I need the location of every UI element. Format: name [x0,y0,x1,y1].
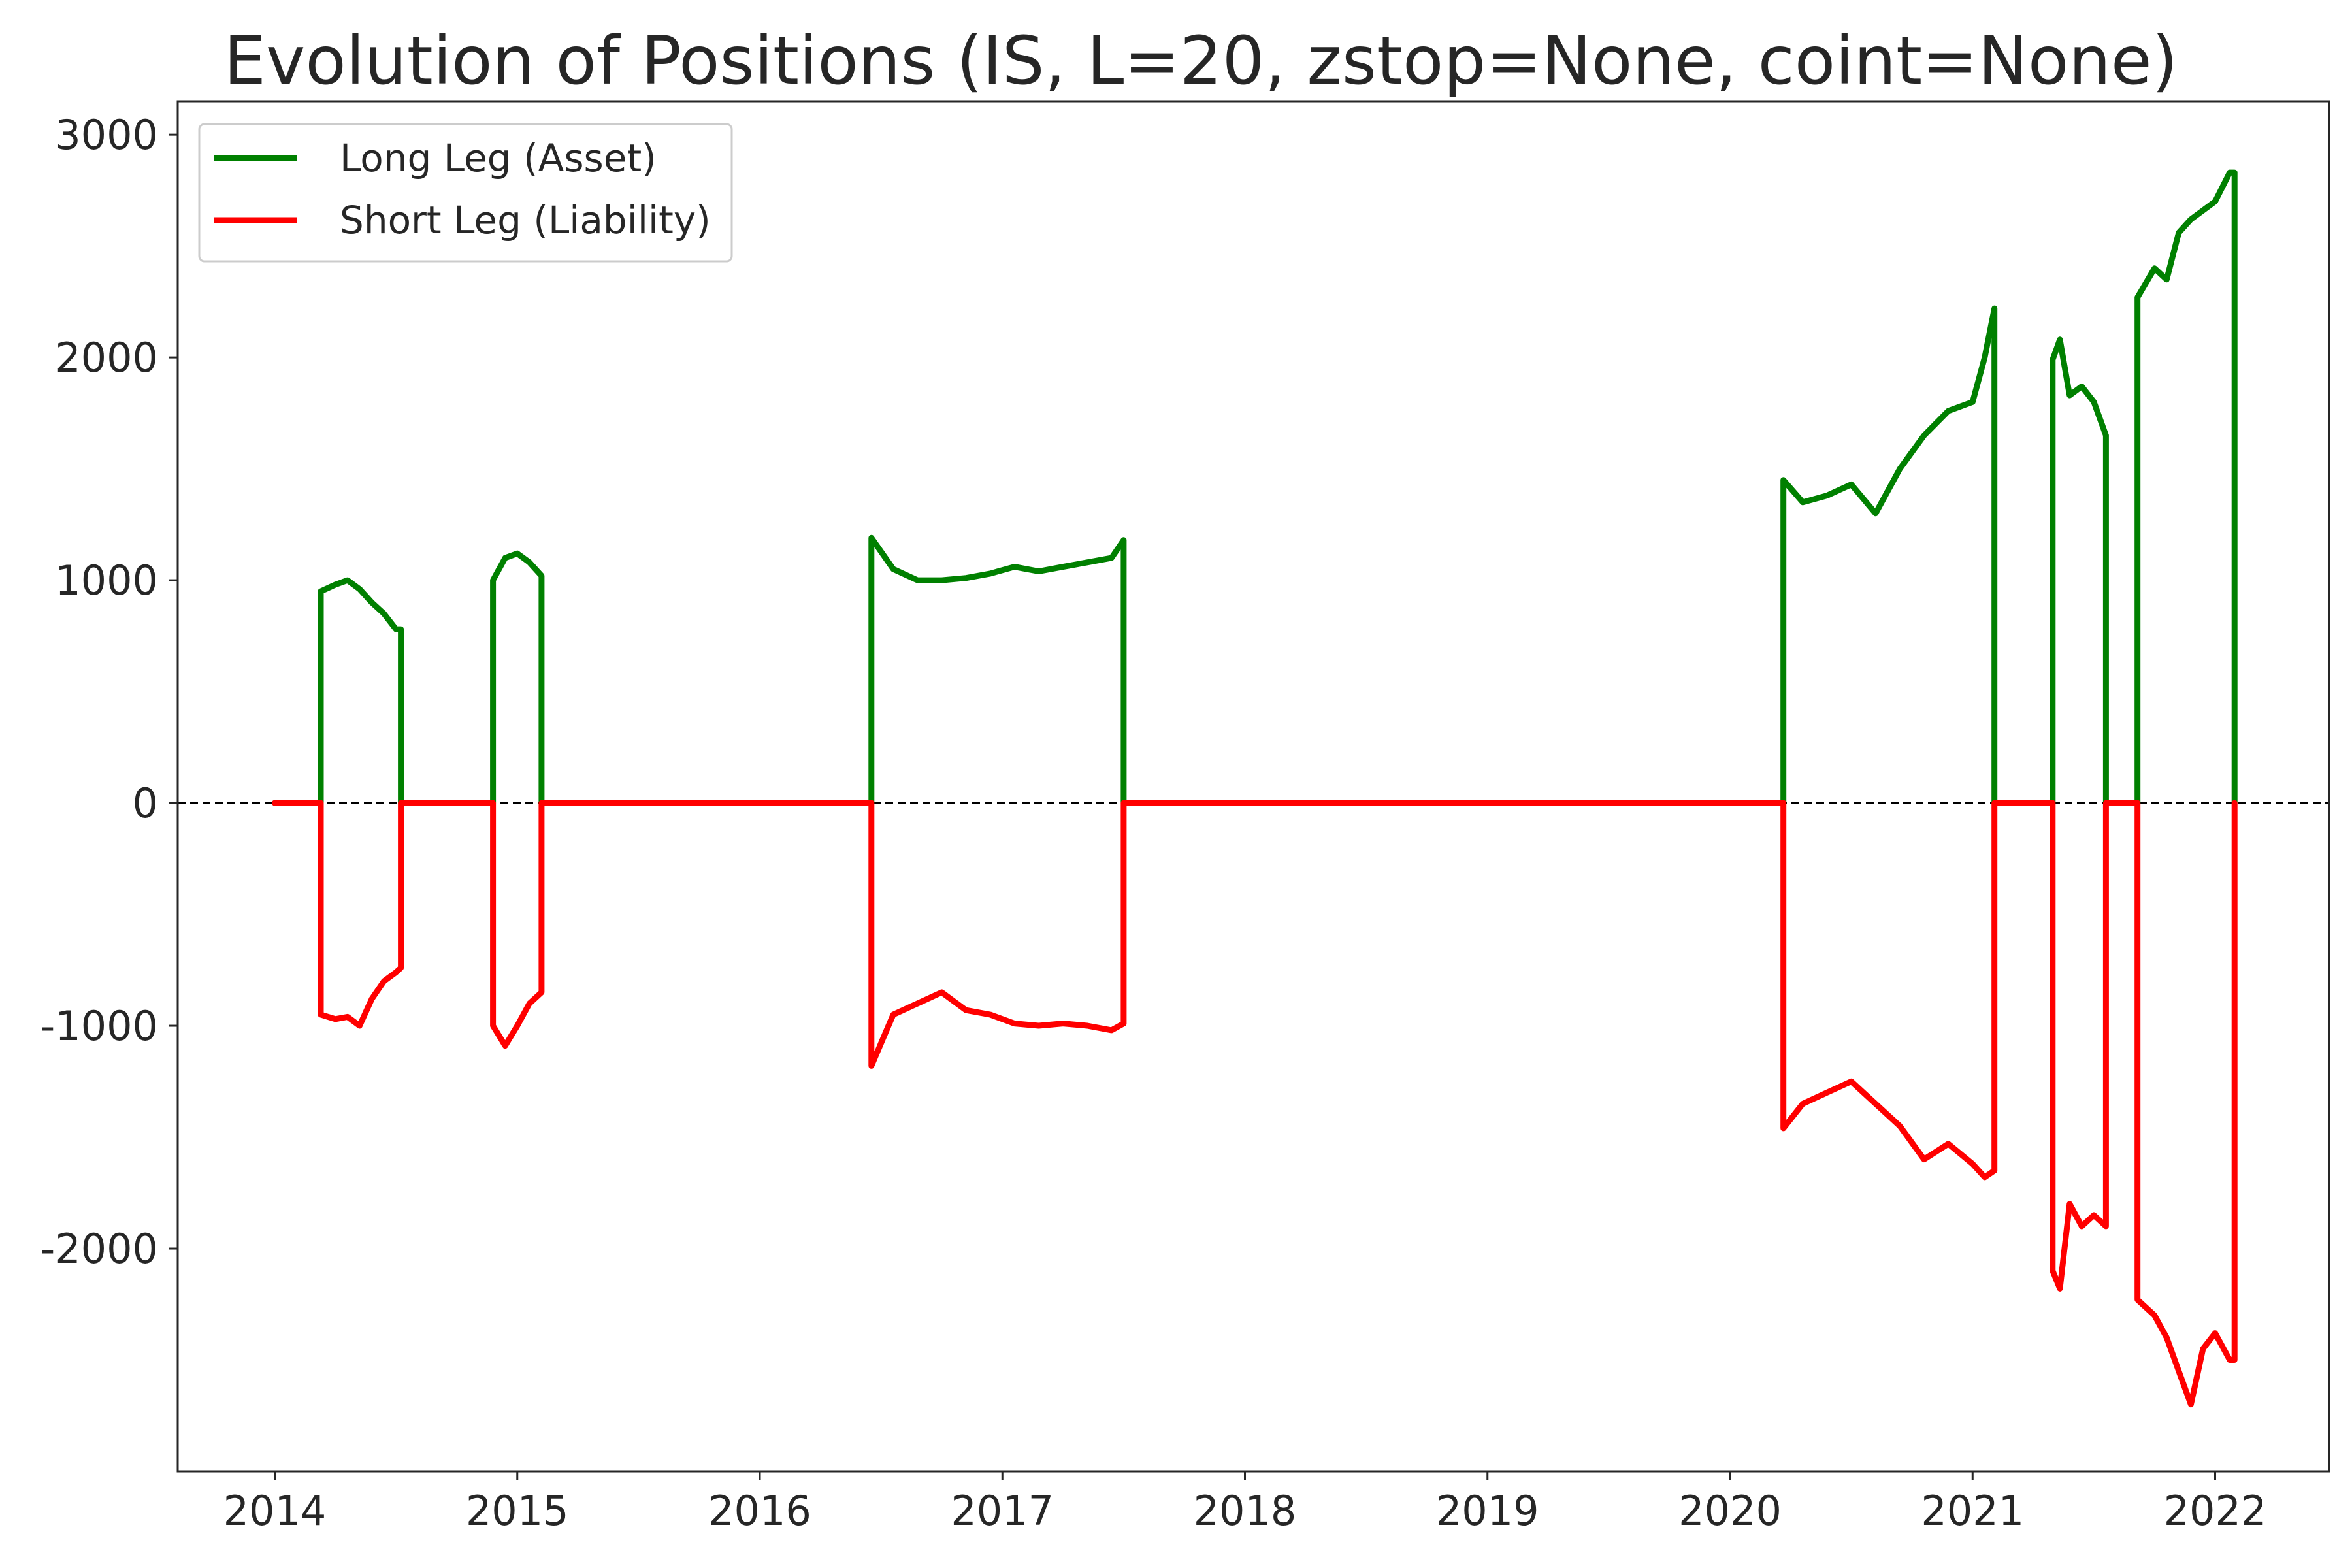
y-tick-label: -2000 [41,1225,158,1273]
x-tick-label: 2017 [951,1487,1054,1535]
legend-label: Short Leg (Liability) [340,198,711,242]
legend-label: Long Leg (Asset) [340,136,657,180]
legend-box [198,123,733,263]
x-tick-label: 2021 [1921,1487,2024,1535]
x-axis: 2014 2015 2016 2017 2018 2019 2020 2021 2022 [223,1471,2267,1535]
x-tick-label: 2020 [1678,1487,1782,1535]
y-axis: 3000 2000 1000 0 -1000 -2000 [41,111,178,1273]
series-line-short-leg [272,800,2238,1408]
y-tick-label: -1000 [41,1002,158,1050]
series-lines [272,169,2238,1408]
y-tick-label: 3000 [55,111,158,159]
x-tick-label: 2018 [1194,1487,1297,1535]
x-tick-label: 2015 [466,1487,569,1535]
plot-frame [176,100,2330,1473]
y-tick-label: 2000 [55,334,158,382]
x-tick-label: 2014 [223,1487,327,1535]
y-tick-label: 0 [133,779,158,827]
x-tick-label: 2022 [2164,1487,2267,1535]
x-tick-label: 2016 [708,1487,811,1535]
x-tick-label: 2019 [1436,1487,1539,1535]
y-tick-label: 1000 [55,557,158,604]
chart-title: Evolution of Positions (IS, L=20, zstop=… [224,22,2178,100]
legend: Long Leg (Asset) Short Leg (Liability) [198,123,733,263]
